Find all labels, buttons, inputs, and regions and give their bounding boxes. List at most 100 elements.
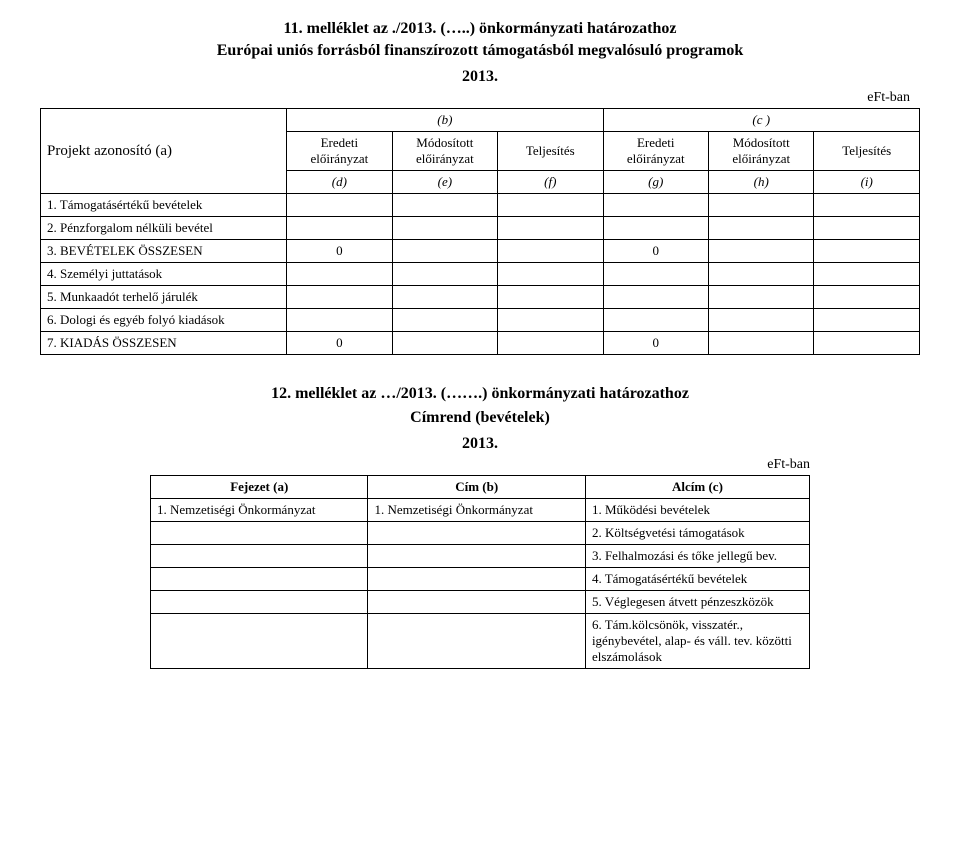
col-teljesites-c: Teljesítés (814, 132, 920, 171)
cell (814, 217, 920, 240)
letter-g: (g) (603, 171, 708, 194)
table-row: 5. Véglegesen átvett pénzeszközök (151, 591, 810, 614)
cell: 7. KIADÁS ÖSSZESEN (41, 332, 287, 355)
cell (151, 522, 368, 545)
table-row: 2. Pénzforgalom nélküli bevétel (41, 217, 920, 240)
cell (709, 194, 814, 217)
cell (392, 286, 497, 309)
cell (392, 309, 497, 332)
cell (392, 217, 497, 240)
cell (709, 286, 814, 309)
cell (368, 591, 585, 614)
section1-year: 2013. (40, 68, 920, 86)
cell (814, 332, 920, 355)
section1-unit: eFt-ban (40, 90, 920, 106)
section2-subtitle: Címrend (bevételek) (40, 409, 920, 427)
cell (603, 309, 708, 332)
col-fejezet: Fejezet (a) (151, 476, 368, 499)
table-row: 1. Támogatásértékű bevételek (41, 194, 920, 217)
cell: 0 (603, 240, 708, 263)
section1-table: Projekt azonosító (a) (b) (c ) Eredeti e… (40, 108, 920, 355)
cell (368, 614, 585, 669)
cell (151, 591, 368, 614)
letter-d: (d) (287, 171, 392, 194)
cell (498, 332, 603, 355)
cell: 0 (287, 332, 392, 355)
cell (287, 194, 392, 217)
cell (814, 240, 920, 263)
cell (287, 309, 392, 332)
cell (709, 263, 814, 286)
section2-year: 2013. (40, 435, 920, 453)
table-row: 4. Személyi juttatások (41, 263, 920, 286)
cell (287, 286, 392, 309)
col-modositott-c: Módosított előirányzat (709, 132, 814, 171)
cell: 0 (287, 240, 392, 263)
section2-title: 12. melléklet az …/2013. (…….) önkormány… (40, 385, 920, 403)
table-row: 3. BEVÉTELEK ÖSSZESEN00 (41, 240, 920, 263)
cell (603, 194, 708, 217)
cell (287, 217, 392, 240)
table-row: 5. Munkaadót terhelő járulék (41, 286, 920, 309)
section1-subtitle: Európai uniós forrásból finanszírozott t… (40, 42, 920, 60)
cell: 2. Pénzforgalom nélküli bevétel (41, 217, 287, 240)
cell: 2. Költségvetési támogatások (585, 522, 809, 545)
cell: 3. BEVÉTELEK ÖSSZESEN (41, 240, 287, 263)
cell (814, 286, 920, 309)
letter-e: (e) (392, 171, 497, 194)
cell (498, 286, 603, 309)
cell (498, 263, 603, 286)
cell (603, 263, 708, 286)
cell (151, 545, 368, 568)
col-cim: Cím (b) (368, 476, 585, 499)
cell (709, 309, 814, 332)
letter-i: (i) (814, 171, 920, 194)
cell (368, 522, 585, 545)
letter-f: (f) (498, 171, 603, 194)
cell: 6. Tám.kölcsönök, visszatér., igénybevét… (585, 614, 809, 669)
cell (498, 217, 603, 240)
table-row: 6. Tám.kölcsönök, visszatér., igénybevét… (151, 614, 810, 669)
cell (814, 194, 920, 217)
cell: 1. Működési bevételek (585, 499, 809, 522)
cell (151, 614, 368, 669)
group-c: (c ) (603, 109, 919, 132)
cell: 5. Véglegesen átvett pénzeszközök (585, 591, 809, 614)
table-row: 4. Támogatásértékű bevételek (151, 568, 810, 591)
cell: 5. Munkaadót terhelő járulék (41, 286, 287, 309)
letter-h: (h) (709, 171, 814, 194)
cell (392, 332, 497, 355)
table-row: 6. Dologi és egyéb folyó kiadások (41, 309, 920, 332)
cell (814, 309, 920, 332)
section2-table: Fejezet (a) Cím (b) Alcím (c) 1. Nemzeti… (150, 475, 810, 669)
cell (603, 217, 708, 240)
cell: 1. Nemzetiségi Önkormányzat (368, 499, 585, 522)
cell (392, 194, 497, 217)
cell (709, 217, 814, 240)
cell (151, 568, 368, 591)
project-id-label: Projekt azonosító (a) (41, 109, 287, 194)
cell: 0 (603, 332, 708, 355)
cell (498, 240, 603, 263)
group-b: (b) (287, 109, 603, 132)
cell (603, 286, 708, 309)
cell (498, 194, 603, 217)
cell (368, 545, 585, 568)
cell (392, 263, 497, 286)
table-row: 3. Felhalmozási és tőke jellegű bev. (151, 545, 810, 568)
table-row: 2. Költségvetési támogatások (151, 522, 810, 545)
col-eredeti-b: Eredeti előirányzat (287, 132, 392, 171)
cell: 4. Személyi juttatások (41, 263, 287, 286)
col-eredeti-c: Eredeti előirányzat (603, 132, 708, 171)
cell (368, 568, 585, 591)
table-row: 7. KIADÁS ÖSSZESEN00 (41, 332, 920, 355)
col-teljesites-b: Teljesítés (498, 132, 603, 171)
cell (814, 263, 920, 286)
col-modositott-b: Módosított előirányzat (392, 132, 497, 171)
cell: 1. Nemzetiségi Önkormányzat (151, 499, 368, 522)
cell (709, 240, 814, 263)
cell (709, 332, 814, 355)
cell (287, 263, 392, 286)
section2-unit: eFt-ban (150, 457, 810, 473)
section1-title: 11. melléklet az ./2013. (…..) önkormány… (40, 20, 920, 38)
